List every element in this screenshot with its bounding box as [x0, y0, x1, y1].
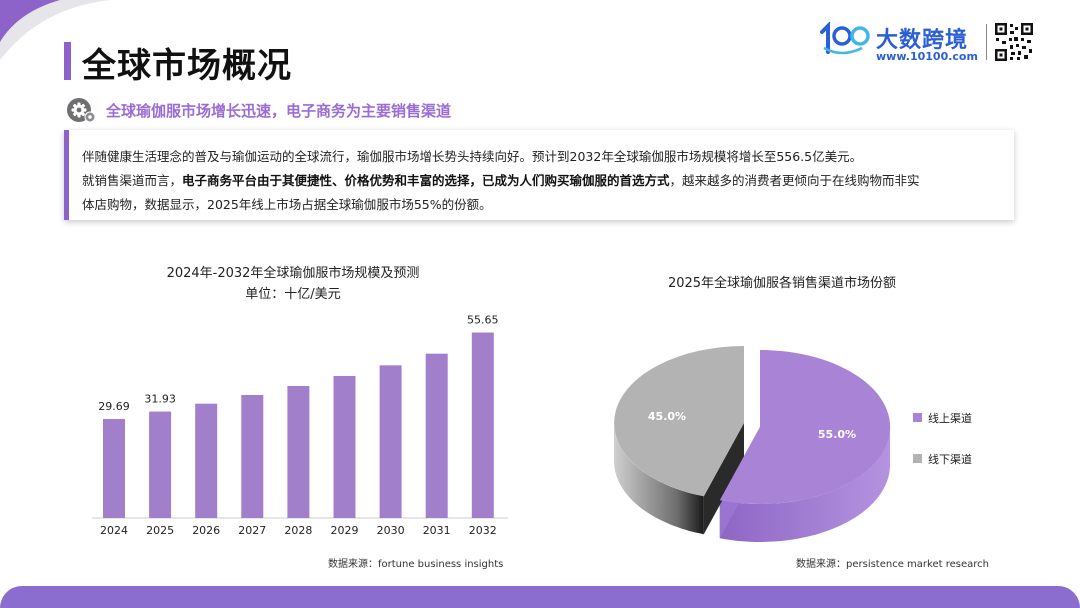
pie-slice-side-1 — [614, 423, 704, 535]
qr-code-icon — [994, 22, 1034, 62]
data-label-2024: 29.69 — [98, 400, 130, 413]
intro-line-3: 体店购物，数据显示，2025年线上市场占据全球瑜伽服市场55%的份额。 — [82, 197, 492, 212]
data-label-2025: 31.93 — [144, 393, 176, 406]
pie-slice-side-0 — [719, 427, 890, 542]
brand-name: 大数跨境 — [876, 28, 969, 53]
bar-2030 — [379, 365, 402, 518]
x-tick-2030: 2030 — [377, 524, 405, 537]
bar-chart: 2024年-2032年全球瑜伽服市场规模及预测 单位：十亿/美元 2024 29.… — [92, 265, 508, 537]
bar-2032 — [471, 332, 494, 518]
brand-logo[interactable]: 大数跨境 www.10100.com — [818, 18, 1058, 66]
10100-logo-icon — [820, 22, 870, 55]
x-tick-2027: 2027 — [238, 524, 266, 537]
intro-line-2-suffix: ，越来越多的消费者更倾向于在线购物而非实 — [669, 173, 920, 188]
logo-divider — [986, 24, 987, 60]
intro-line-2-prefix: 就销售渠道而言， — [82, 173, 183, 188]
x-tick-2026: 2026 — [192, 524, 220, 537]
gear-icon — [67, 98, 96, 123]
title-accent-bar — [64, 42, 71, 80]
intro-line-2: 就销售渠道而言，电子商务平台由于其便捷性、价格优势和丰富的选择，已成为人们购买瑜… — [82, 170, 920, 189]
data-label-2032: 55.65 — [467, 314, 499, 327]
intro-line-2-bold: 电子商务平台由于其便捷性、价格优势和丰富的选择，已成为人们购买瑜伽服的首选方式 — [182, 173, 670, 188]
bar-chart-source: 数据来源：fortune business insights — [328, 559, 504, 570]
subtitle-text: 全球瑜伽服市场增长迅速，电子商务为主要销售渠道 — [106, 102, 452, 120]
bar-2029 — [333, 376, 356, 518]
bar-2028 — [287, 386, 310, 518]
legend-label-1: 线下渠道 — [928, 452, 972, 466]
brand-url: www.10100.com — [876, 50, 978, 63]
x-tick-2028: 2028 — [284, 524, 312, 537]
section-subtitle: 全球瑜伽服市场增长迅速，电子商务为主要销售渠道 — [66, 97, 766, 125]
pie-slice-1 — [614, 346, 744, 497]
x-tick-2032: 2032 — [469, 524, 497, 537]
page-title: 全球市场概况 — [82, 46, 292, 86]
x-tick-2031: 2031 — [423, 524, 451, 537]
bar-2025 — [149, 411, 172, 518]
legend-swatch-1 — [913, 454, 922, 463]
bar-chart-subtitle: 单位：十亿/美元 — [245, 287, 340, 302]
pie-chart-source: 数据来源：persistence market research — [796, 559, 989, 570]
bar-2024 — [103, 419, 125, 518]
footer-band — [0, 586, 1080, 608]
pie-slice-face-1 — [703, 423, 744, 535]
bar-2031 — [425, 353, 448, 518]
legend-swatch-0 — [913, 413, 922, 422]
bar-2026 — [195, 403, 218, 518]
bar-chart-title: 2024年-2032年全球瑜伽服市场规模及预测 — [167, 265, 420, 281]
pie-value-label-0: 55.0% — [818, 428, 856, 441]
intro-line-1: 伴随健康生活理念的普及与瑜伽运动的全球流行，瑜伽服市场增长势头持续向好。预计到2… — [82, 149, 863, 164]
x-tick-2024: 2024 — [100, 524, 128, 537]
x-tick-2025: 2025 — [146, 524, 174, 537]
pie-chart-title: 2025年全球瑜伽服各销售渠道市场份额 — [668, 275, 896, 291]
pie-value-label-1: 45.0% — [648, 410, 686, 423]
legend-label-0: 线上渠道 — [928, 411, 972, 425]
intro-accent-bar — [64, 130, 69, 220]
pie-slice-0 — [719, 349, 891, 504]
x-tick-2029: 2029 — [331, 524, 359, 537]
intro-text-box: 伴随健康生活理念的普及与瑜伽运动的全球流行，瑜伽服市场增长势头持续向好。预计到2… — [64, 130, 1014, 220]
bar-2027 — [241, 395, 264, 518]
corner-decoration — [0, 0, 110, 60]
